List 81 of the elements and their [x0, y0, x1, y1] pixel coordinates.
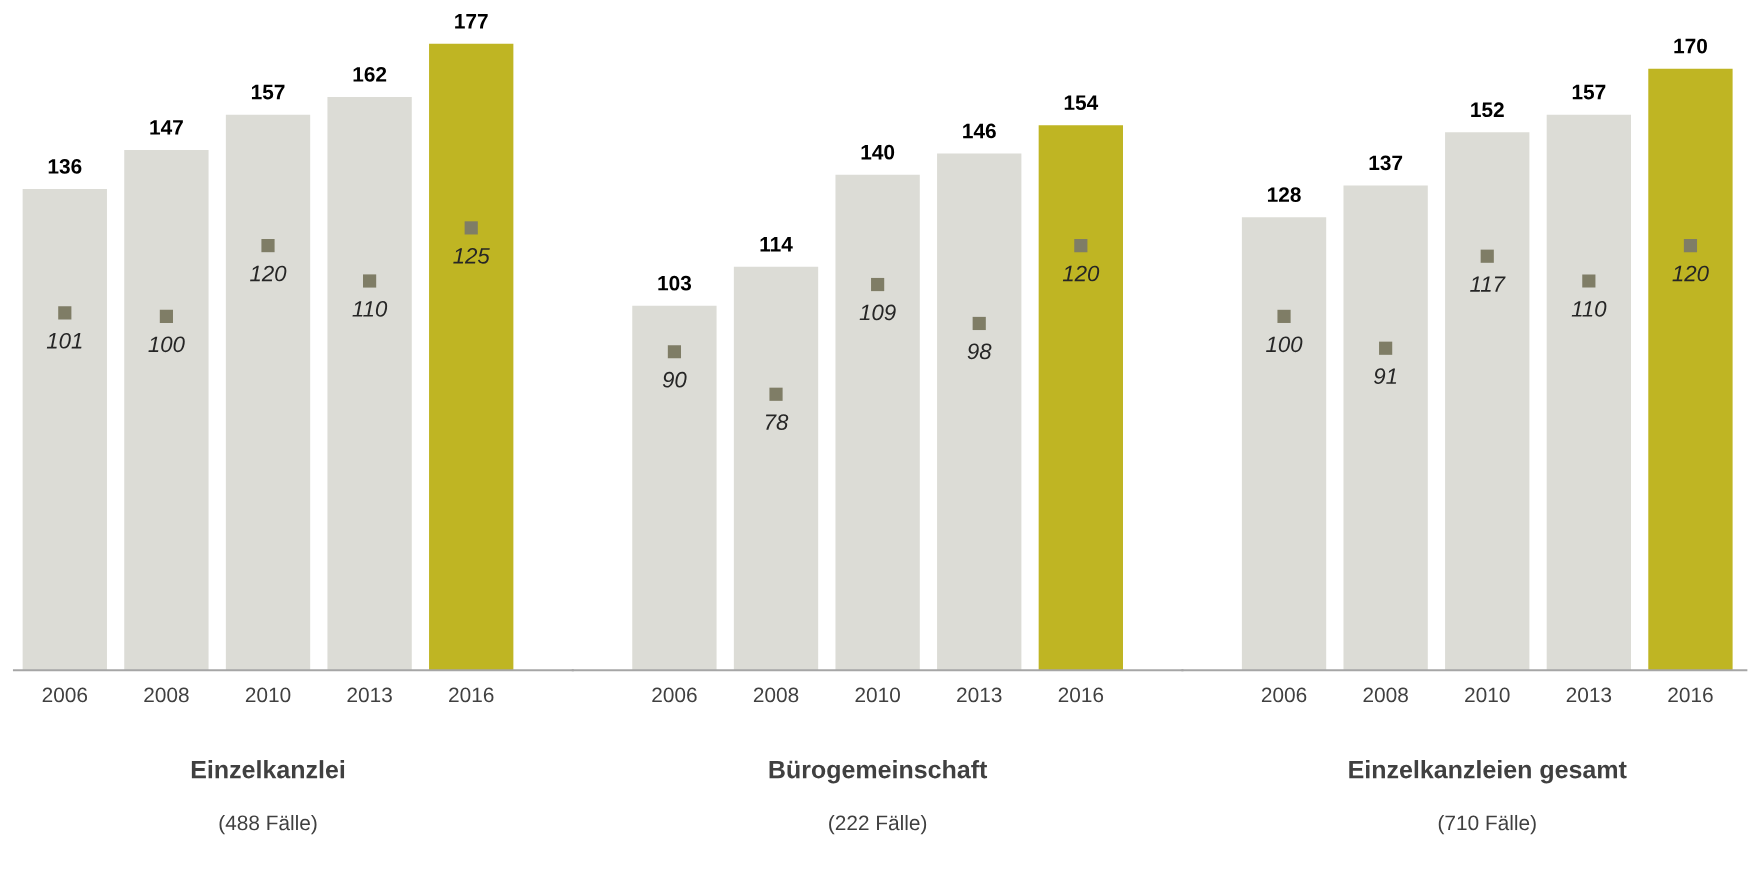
data-label: 110	[352, 301, 388, 317]
data-label: 120	[1062, 265, 1100, 282]
data-label: 157	[251, 84, 285, 100]
data-label: 91	[1374, 368, 1397, 385]
x-tick-label: 2008	[1363, 687, 1408, 703]
bar	[124, 150, 209, 671]
x-tick-label: 2010	[855, 687, 900, 703]
x-tick-label: 2016	[449, 687, 494, 703]
bar	[937, 153, 1022, 671]
point	[464, 221, 478, 235]
data-label: 117	[1470, 276, 1506, 292]
x-axis-title: Einzelkanzleien gesamt	[1349, 760, 1627, 784]
data-label: 147	[150, 120, 183, 135]
x-tick-label: 2013	[957, 687, 1002, 703]
data-label: 100	[1266, 336, 1303, 353]
bar	[429, 43, 514, 671]
data-label: 110	[1571, 301, 1607, 317]
data-label: 137	[1369, 155, 1403, 171]
data-label: 125	[453, 247, 490, 264]
bar	[1241, 217, 1327, 671]
data-label: 162	[353, 66, 387, 82]
point	[1480, 249, 1494, 263]
x-tick-label: 2006	[652, 687, 697, 703]
data-label: 101	[46, 332, 82, 349]
data-label: 170	[1674, 38, 1707, 54]
bar	[632, 305, 717, 671]
x-tick-label: 2016	[1058, 687, 1104, 703]
point	[58, 306, 72, 320]
point	[1582, 274, 1596, 288]
point	[667, 345, 682, 359]
bar	[733, 266, 819, 671]
x-tick-label: 2006	[1261, 687, 1307, 703]
point	[972, 316, 986, 331]
data-label: 98	[967, 343, 992, 360]
data-label: 152	[1471, 102, 1504, 118]
data-label: 78	[765, 414, 789, 431]
data-label: 140	[861, 144, 895, 160]
bar	[1546, 114, 1632, 671]
data-label: 109	[859, 304, 896, 321]
data-label: 128	[1267, 187, 1301, 203]
bar	[1038, 125, 1123, 671]
data-label: 90	[662, 371, 687, 388]
data-label: 103	[658, 275, 692, 291]
bar	[1343, 185, 1428, 671]
point	[1379, 341, 1393, 355]
point	[1683, 239, 1698, 253]
point	[159, 309, 173, 323]
x-tick-label: 2013	[1566, 687, 1612, 703]
x-axis-title: Bürogemeinschaft	[769, 760, 988, 784]
text: (222 Fälle)	[829, 814, 927, 835]
point	[769, 387, 783, 401]
text: (710 Fälle)	[1438, 814, 1536, 835]
point	[1074, 239, 1088, 253]
x-tick-label: 2010	[245, 687, 291, 703]
x-tick-label: 2008	[144, 687, 189, 703]
x-tick-label: 2016	[1668, 687, 1713, 703]
point	[363, 274, 377, 288]
point	[261, 239, 275, 253]
data-label: 120	[1672, 265, 1709, 282]
x-tick-label: 2008	[753, 687, 799, 703]
bar	[1648, 68, 1733, 671]
data-label: 157	[1572, 84, 1606, 100]
text: (488 Fälle)	[219, 814, 317, 835]
x-axis-title: Einzelkanzlei	[191, 760, 345, 779]
bar	[225, 114, 311, 671]
data-label: 154	[1064, 95, 1099, 111]
bar	[22, 188, 107, 671]
point	[871, 277, 885, 292]
data-label: 114	[760, 237, 793, 252]
data-label: 136	[48, 158, 82, 174]
bar	[1445, 132, 1530, 671]
data-label: 120	[250, 265, 287, 282]
x-tick-label: 2006	[42, 687, 88, 703]
x-tick-label: 2013	[347, 687, 392, 703]
bar	[835, 174, 920, 671]
bar	[327, 96, 412, 671]
data-label: 146	[963, 123, 996, 139]
point	[1277, 309, 1291, 323]
x-tick-label: 2010	[1465, 687, 1510, 703]
data-label: 100	[148, 336, 185, 353]
data-label: 177	[455, 14, 488, 29]
